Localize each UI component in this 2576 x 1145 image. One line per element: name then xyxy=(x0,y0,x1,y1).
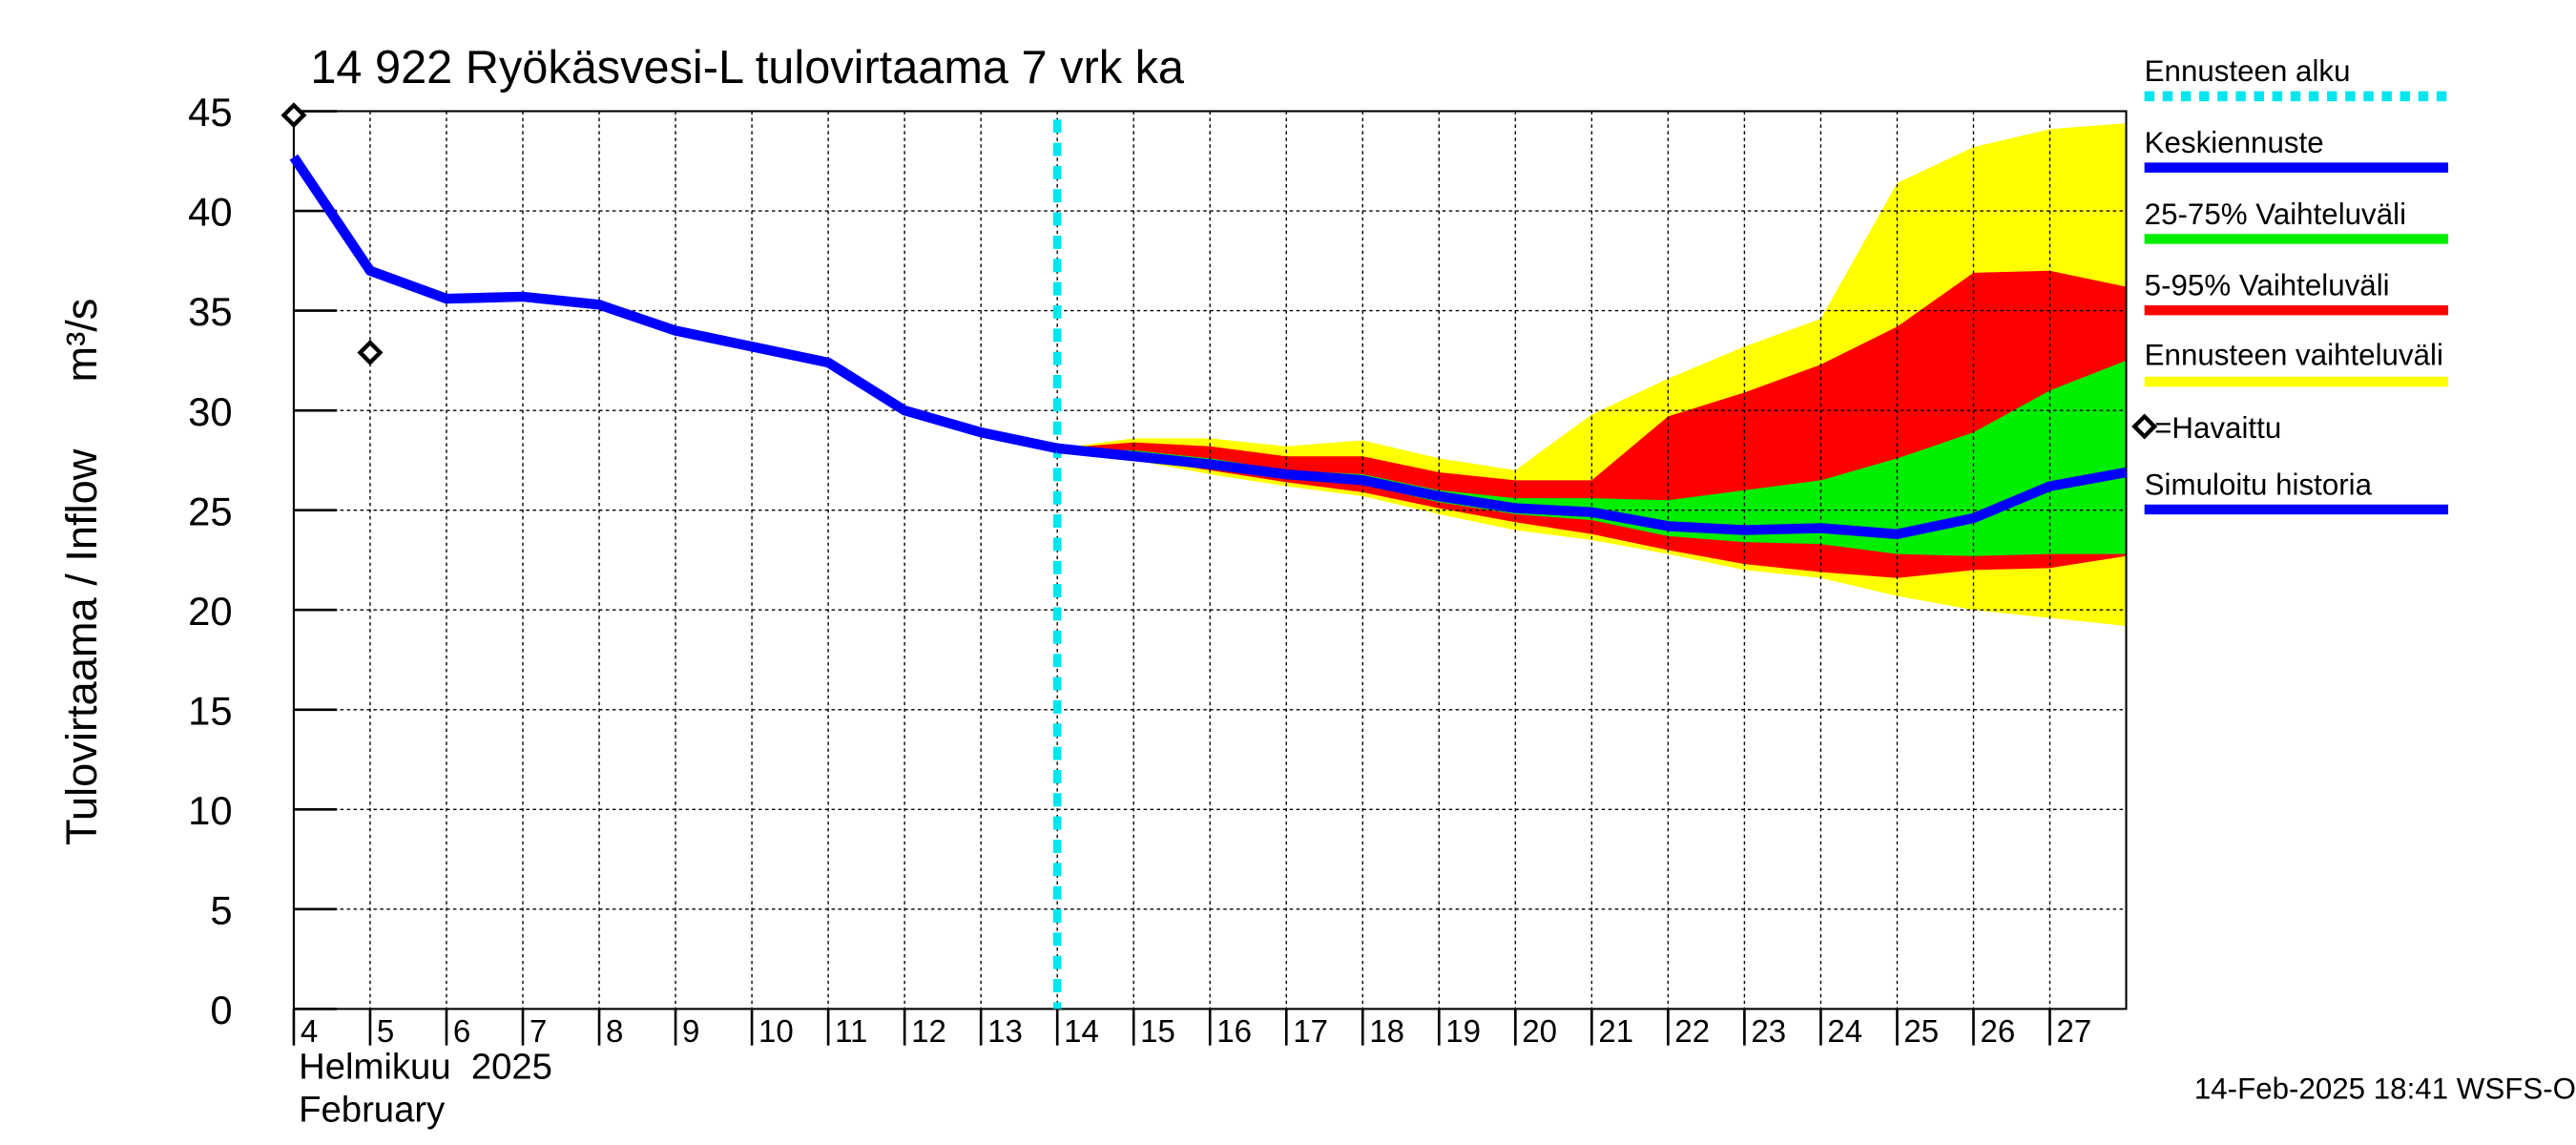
plot-area xyxy=(289,110,2128,1046)
x-tick-label: 11 xyxy=(835,1014,867,1050)
y-tick-label: 0 xyxy=(210,988,232,1032)
x-tick-label: 10 xyxy=(758,1014,794,1050)
y-tick-label: 30 xyxy=(188,389,232,434)
y-tick-label: 45 xyxy=(188,90,232,135)
legend-label: 5-95% Vaihteluväli xyxy=(2145,269,2390,302)
legend-label: Keskiennuste xyxy=(2145,126,2324,159)
x-tick-label: 27 xyxy=(2056,1014,2091,1050)
plot-frame xyxy=(292,110,2128,1010)
x-tick-label: 26 xyxy=(1980,1014,2015,1050)
x-tick-label: 7 xyxy=(530,1014,547,1050)
y-tick-label: 40 xyxy=(188,190,232,235)
x-tick-label: 21 xyxy=(1598,1014,1633,1050)
observed-point xyxy=(280,102,307,129)
x-tick-label: 14 xyxy=(1064,1014,1099,1050)
y-tick-label: 15 xyxy=(188,688,232,733)
month-label-en: February xyxy=(299,1090,446,1131)
y-axis-unit: m³/s xyxy=(57,299,106,383)
y-tick-label: 20 xyxy=(188,589,232,634)
band xyxy=(1057,360,2127,556)
x-tick-label: 9 xyxy=(682,1014,699,1050)
legend-marker xyxy=(2131,413,2158,440)
x-tick-label: 20 xyxy=(1522,1014,1557,1050)
y-axis-label: Tulovirtaama / Inflow xyxy=(57,448,106,845)
legend-label: 25-75% Vaihteluväli xyxy=(2145,198,2406,231)
footer: 14-Feb-2025 18:41 WSFS-O xyxy=(2194,1072,2576,1105)
x-tick-label: 19 xyxy=(1445,1014,1481,1050)
x-tick-label: 18 xyxy=(1369,1014,1404,1050)
x-tick-label: 13 xyxy=(987,1014,1023,1050)
series-line xyxy=(1056,443,2128,539)
x-tick-label: 24 xyxy=(1827,1014,1862,1050)
x-tick-label: 17 xyxy=(1293,1014,1328,1050)
x-tick-label: 25 xyxy=(1903,1014,1939,1050)
x-tick-label: 4 xyxy=(301,1014,318,1050)
legend-label: Ennusteen vaihteluväli xyxy=(2145,339,2443,372)
legend-label: =Havaittu xyxy=(2154,411,2281,445)
y-tick-label: 5 xyxy=(210,888,232,933)
month-label: Helmikuu 2025 xyxy=(299,1046,552,1087)
x-tick-label: 12 xyxy=(911,1014,946,1050)
y-tick-label: 25 xyxy=(188,489,232,533)
x-tick-label: 16 xyxy=(1216,1014,1252,1050)
legend-label: Simuloitu historia xyxy=(2145,468,2373,501)
x-tick-label: 8 xyxy=(606,1014,623,1050)
observed-point xyxy=(357,340,384,366)
y-tick-label: 10 xyxy=(188,788,232,833)
legend-label: Ennusteen alku xyxy=(2145,54,2351,88)
series-line xyxy=(289,154,1059,453)
x-tick-label: 6 xyxy=(453,1014,470,1050)
x-tick-label: 23 xyxy=(1751,1014,1786,1050)
chart-title: 14 922 Ryökäsvesi-L tulovirtaama 7 vrk k… xyxy=(310,42,1185,94)
x-tick-label: 22 xyxy=(1674,1014,1710,1050)
x-tick-label: 15 xyxy=(1140,1014,1175,1050)
x-tick-label: 5 xyxy=(377,1014,394,1050)
y-tick-label: 35 xyxy=(188,289,232,334)
